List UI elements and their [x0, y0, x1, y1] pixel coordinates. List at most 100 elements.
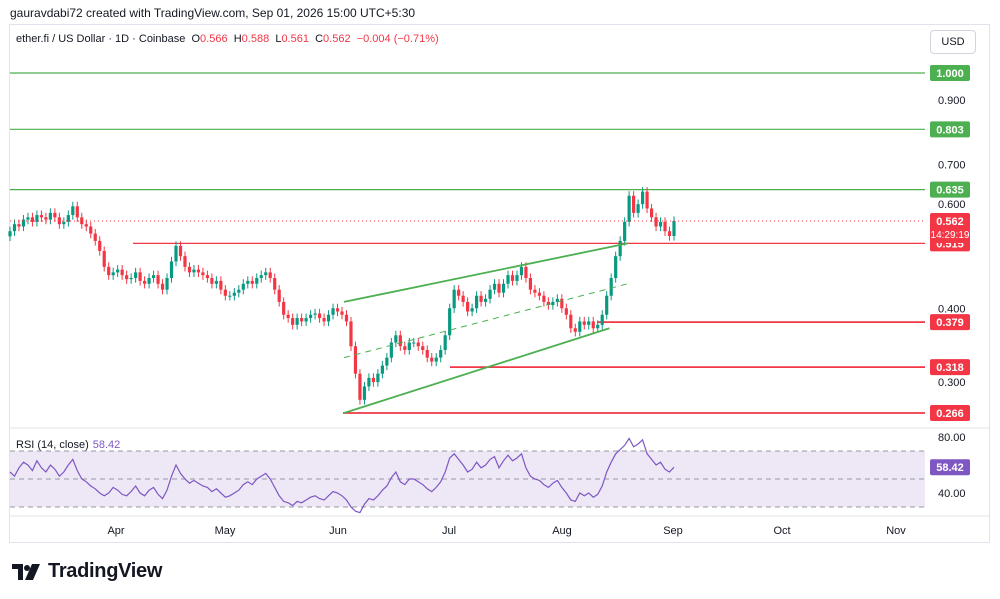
candle-body — [12, 224, 17, 232]
level-tag-1.000 — [930, 65, 970, 81]
x-tick-label-aug: Aug — [552, 525, 572, 537]
level-tag-0.635 — [930, 181, 970, 198]
candle-body — [649, 208, 654, 218]
candle-body — [367, 377, 371, 387]
candle-body — [98, 240, 102, 251]
candle-body — [353, 346, 358, 374]
candle-body — [394, 335, 398, 343]
candle-body — [111, 272, 115, 276]
candle-body — [165, 278, 169, 290]
candle-body — [322, 318, 326, 322]
candle-body — [205, 275, 210, 279]
candle-body — [430, 357, 434, 362]
candle-body — [492, 283, 497, 290]
candle-body — [546, 301, 550, 306]
candle-body — [614, 256, 618, 279]
candle-body — [26, 217, 30, 220]
candle-body — [174, 245, 178, 262]
candle-body — [380, 365, 384, 374]
candle-body — [600, 314, 604, 325]
candle-body — [358, 373, 362, 400]
candle-body — [542, 295, 546, 302]
level-tag-0.266 — [930, 405, 970, 421]
candle-body — [618, 240, 622, 257]
candle-body — [295, 318, 299, 325]
candle-body — [160, 283, 165, 290]
candle-body — [640, 191, 645, 205]
candle-body — [510, 275, 515, 281]
candle-body — [448, 308, 452, 336]
level-tag-0.379 — [930, 314, 970, 331]
candle-body — [474, 295, 479, 309]
candle-body — [282, 301, 286, 315]
candle-body — [452, 289, 456, 309]
candle-body — [201, 272, 205, 276]
open-value: 0.566 — [200, 33, 228, 45]
candle-body — [632, 195, 636, 213]
rsi-legend: RSI (14, close) 58.42 — [16, 439, 120, 451]
candle-body — [75, 206, 79, 218]
candle-body — [362, 386, 367, 400]
candle-body — [658, 221, 663, 227]
candle-body — [21, 219, 26, 227]
candle-body — [116, 269, 120, 273]
level-tag-0.803 — [930, 121, 970, 138]
candle-body — [564, 308, 568, 315]
candle-body — [237, 289, 241, 293]
candle-body — [483, 298, 488, 302]
candle-body — [187, 266, 192, 273]
candle-body — [196, 269, 201, 273]
candle-body — [255, 278, 259, 284]
candle-body — [528, 278, 533, 290]
tradingview-logo[interactable]: TradingView — [12, 560, 162, 583]
candle-body — [519, 266, 524, 276]
candle-body — [560, 298, 564, 309]
candle-body — [300, 318, 304, 322]
candle-body — [488, 289, 492, 299]
candle-body — [506, 275, 510, 284]
candle-body — [344, 314, 349, 322]
candle-body — [273, 278, 277, 290]
candle-body — [138, 272, 142, 281]
candle-body — [479, 295, 483, 302]
candle-body — [35, 215, 39, 222]
candle-body — [129, 278, 133, 280]
candle-body — [246, 280, 250, 284]
candle-body — [403, 346, 407, 350]
candle-body — [636, 204, 640, 213]
candle-body — [457, 289, 461, 296]
candle-body — [304, 318, 308, 322]
rsi-label[interactable]: RSI (14, close) — [16, 439, 89, 451]
candle-body — [17, 224, 21, 227]
candle-body — [645, 191, 649, 209]
candle-body — [277, 289, 281, 302]
y-tick-label: 0.300 — [938, 377, 966, 389]
candle-body — [434, 357, 438, 362]
candle-body — [232, 292, 236, 296]
candle-body — [62, 221, 66, 225]
candle-body — [107, 266, 111, 276]
candle-body — [582, 321, 586, 325]
candle-body — [120, 269, 124, 276]
rsi-legend-value: 58.42 — [92, 439, 121, 451]
candle-body — [264, 272, 268, 276]
candle-body — [219, 280, 223, 290]
symbol-name[interactable]: ether.fi / US Dollar · 1D · Coinbase — [16, 33, 186, 45]
candle-body — [672, 220, 676, 237]
currency-button[interactable]: USD — [930, 30, 976, 54]
y-tick-label: 0.400 — [938, 303, 966, 315]
current-price-tag — [930, 212, 970, 243]
price-change: −0.004 (−0.71%) — [356, 33, 439, 45]
x-tick-label-jul: Jul — [442, 525, 456, 537]
close-label: C — [315, 33, 324, 45]
candle-body — [340, 311, 344, 315]
candle-body — [654, 217, 658, 227]
candle-body — [71, 206, 75, 216]
open-label: O — [191, 33, 201, 45]
close-value: 0.562 — [323, 33, 351, 45]
candle-body — [578, 321, 582, 332]
candle-body — [461, 295, 465, 302]
attribution-text: gauravdabi72 created with TradingView.co… — [10, 6, 416, 20]
candle-body — [210, 278, 214, 284]
